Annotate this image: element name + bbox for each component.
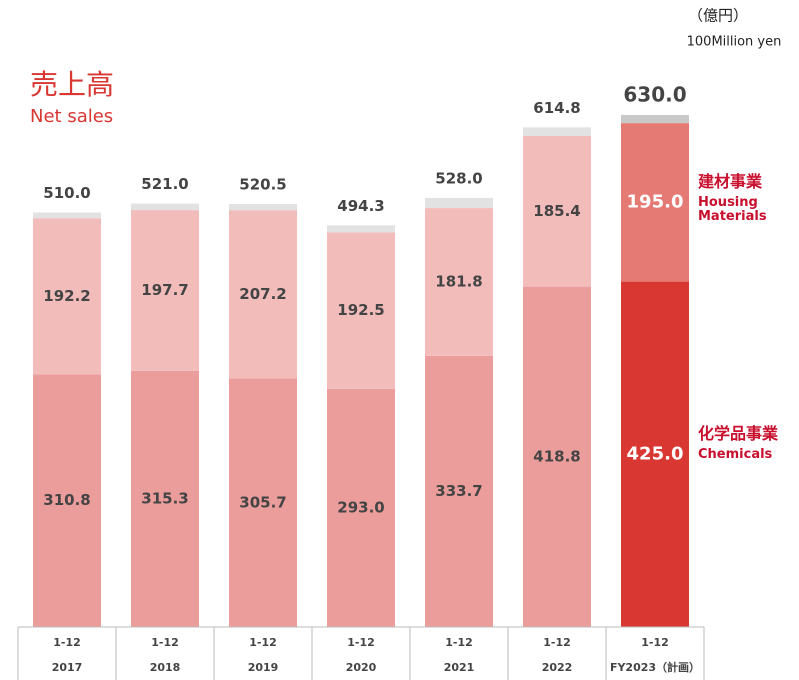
total-label: 494.3 [337,197,384,215]
period-label: 1-12 [347,636,375,649]
total-label: 520.5 [239,175,286,193]
value-label: 333.7 [435,482,482,500]
value-label: 207.2 [239,285,286,303]
legend-label-en: Materials [698,209,767,224]
category-label: 2022 [542,661,573,674]
category-label: 2017 [52,661,83,674]
total-label: 630.0 [623,83,686,107]
legend-label-en: Chemicals [698,447,773,462]
period-label: 1-12 [641,636,669,649]
period-label: 1-12 [53,636,81,649]
legend-label: 化学品事業 [698,424,779,443]
total-label: 528.0 [435,169,482,187]
period-label: 1-12 [543,636,571,649]
category-label: 2019 [248,661,279,674]
legend-label-en: Housing [698,195,758,210]
bar-segment [621,281,689,627]
value-label: 310.8 [43,491,90,509]
bar-segment [327,232,395,389]
bar-segment [425,355,493,627]
bar-segment [327,388,395,627]
unit: （億円） [688,7,748,25]
bar-segment [229,378,297,627]
bar-segment [425,197,493,209]
category-label: FY2023（計画） [610,660,700,674]
value-label: 315.3 [141,489,188,507]
value-label: 192.2 [43,287,90,305]
value-label: 293.0 [337,498,384,516]
value-label: 305.7 [239,493,286,511]
category-label: 2020 [346,661,377,674]
period-label: 1-12 [445,636,473,649]
bar-segment [229,210,297,379]
period-label: 1-12 [249,636,277,649]
bar-segment [33,212,101,219]
value-label: 425.0 [627,443,684,464]
bar-segment [33,374,101,627]
chart-subtitle: Net sales [30,106,113,127]
value-label: 181.8 [435,272,482,290]
bar-segment [229,203,297,211]
legend-label: 建材事業 [698,172,763,191]
bar-segment [131,370,199,627]
bar-segment [131,210,199,371]
bar-segment [131,203,199,211]
bar-segment [425,208,493,356]
value-label: 197.7 [141,281,188,299]
bar-segment [523,127,591,136]
bar-segment [33,218,101,375]
period-label: 1-12 [151,636,179,649]
value-label: 195.0 [627,191,684,212]
bar-segment [621,115,689,124]
total-label: 521.0 [141,175,188,193]
unit-en: 100Million yen [687,35,782,50]
bar-segment [621,123,689,282]
category-label: 2021 [444,661,475,674]
value-label: 185.4 [533,202,580,220]
chart-title: 売上高 [30,68,114,101]
value-label: 192.5 [337,301,384,319]
total-label: 614.8 [533,99,580,117]
total-label: 510.0 [43,184,90,202]
bar-segment [523,286,591,627]
bar-segment [327,225,395,233]
value-label: 418.8 [533,447,580,465]
category-label: 2018 [150,661,181,674]
bar-segment [523,135,591,287]
